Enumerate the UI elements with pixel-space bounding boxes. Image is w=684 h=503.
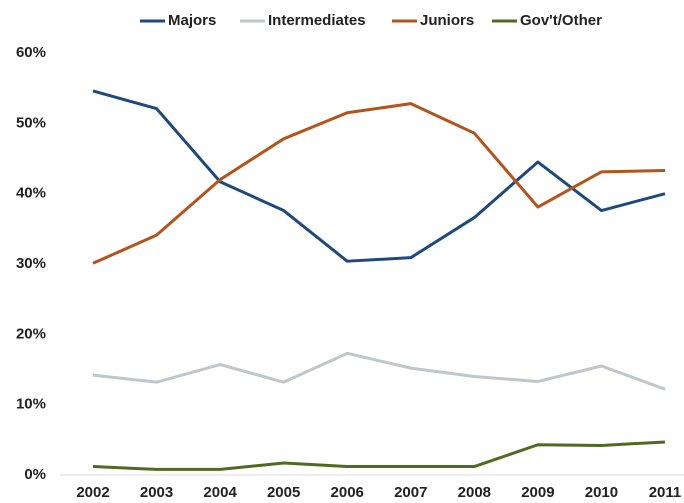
legend-label: Majors xyxy=(168,12,216,29)
x-tick-label: 2011 xyxy=(649,484,682,501)
x-tick-label: 2009 xyxy=(521,484,554,501)
series-line xyxy=(92,440,666,471)
y-tick-label: 50% xyxy=(16,114,46,131)
y-tick-label: 10% xyxy=(16,396,46,413)
x-tick-label: 2006 xyxy=(331,484,364,501)
x-tick-label: 2005 xyxy=(267,484,300,501)
legend-label: Intermediates xyxy=(268,12,366,29)
x-tick-label: 2010 xyxy=(585,484,618,501)
y-tick-label: 60% xyxy=(16,44,46,61)
series-line xyxy=(92,102,666,265)
x-tick-label: 2004 xyxy=(203,484,237,501)
series-line xyxy=(92,351,666,391)
x-tick-label: 2008 xyxy=(458,484,491,501)
y-tick-label: 30% xyxy=(16,255,46,272)
y-tick-label: 40% xyxy=(16,185,46,202)
legend-label: Juniors xyxy=(420,12,474,29)
x-tick-label: 2007 xyxy=(394,484,427,501)
y-tick-label: 20% xyxy=(16,325,46,342)
legend-label: Gov't/Other xyxy=(520,12,602,29)
y-tick-label: 0% xyxy=(24,466,46,483)
series-line xyxy=(92,89,666,263)
x-tick-label: 2002 xyxy=(76,484,109,501)
x-tick-label: 2003 xyxy=(140,484,173,501)
